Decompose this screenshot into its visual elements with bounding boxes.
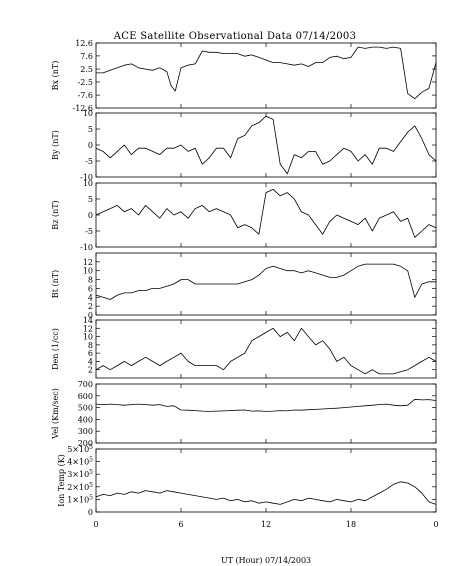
y-tick-label: 4×105 xyxy=(67,457,93,467)
y-tick-label: 0 xyxy=(88,508,93,517)
series-line xyxy=(96,116,436,174)
y-tick-label: 300 xyxy=(78,427,93,436)
series-line xyxy=(96,482,436,505)
y-tick-label: 2.5 xyxy=(80,65,93,74)
y-tick-exponent: 5 xyxy=(89,482,93,489)
series-line xyxy=(96,264,436,299)
y-tick-exponent: 5 xyxy=(89,494,93,501)
y-tick-exponent: 5 xyxy=(89,444,93,451)
series-line xyxy=(96,47,436,99)
y-tick-label: 700 xyxy=(78,380,93,389)
panel-0: 12.67.62.5-2.5-7.6-12.6Bx (nT) xyxy=(51,39,436,113)
series-line xyxy=(96,328,436,374)
panel-stack: 12.67.62.5-2.5-7.6-12.6Bx (nT)1050-5-10B… xyxy=(51,39,439,529)
x-tick-label: 12 xyxy=(261,520,271,529)
y-tick-label: 2 xyxy=(88,366,93,375)
panel-frame xyxy=(96,253,436,315)
y-axis-label: Vel (Km/sec) xyxy=(51,388,60,440)
y-tick-label: 500 xyxy=(78,404,93,413)
y-axis-label: Bt (nT) xyxy=(51,270,60,298)
x-tick-label: 18 xyxy=(346,520,356,529)
y-tick-label: 0 xyxy=(88,211,93,220)
y-tick-label: 2 xyxy=(88,302,93,311)
y-tick-exponent: 5 xyxy=(89,469,93,476)
y-tick-label: 10 xyxy=(83,267,93,276)
panel-frame xyxy=(96,320,436,378)
y-axis-label: By (nT) xyxy=(51,130,60,160)
y-tick-label: 3×105 xyxy=(67,469,93,479)
chart-title: ACE Satellite Observational Data 07/14/2… xyxy=(113,31,357,42)
y-tick-label: -5 xyxy=(85,157,93,166)
y-tick-label: 7.6 xyxy=(80,52,93,61)
y-tick-label: -10 xyxy=(80,243,93,252)
y-tick-label: 1×105 xyxy=(67,494,93,504)
y-tick-label: 5 xyxy=(88,195,93,204)
y-tick-label: 0 xyxy=(88,141,93,150)
y-axis-label: Bx (nT) xyxy=(51,61,60,91)
series-line xyxy=(96,189,436,237)
y-tick-label: -7.6 xyxy=(78,91,93,100)
y-tick-exponent: 5 xyxy=(89,457,93,464)
y-axis-label: Ion Temp (K) xyxy=(57,454,66,507)
y-tick-label: 600 xyxy=(78,392,93,401)
x-axis-label: UT (Hour) 07/14/2003 xyxy=(221,556,311,565)
y-tick-label: 4 xyxy=(88,293,93,302)
y-tick-label: 8 xyxy=(88,276,93,285)
y-tick-label: 10 xyxy=(83,179,93,188)
panel-frame xyxy=(96,43,436,108)
x-tick-label: 0 xyxy=(433,520,438,529)
y-tick-label: 12.6 xyxy=(75,39,93,48)
panel-6: 5×105 4×105 3×105 2×105 1×105 0 Ion Temp (K) xyxy=(57,444,436,517)
panel-frame xyxy=(96,384,436,443)
panel-2: 10 5 0 -5 -10 Bz (nT) xyxy=(51,179,436,252)
y-tick-label: 5 xyxy=(88,125,93,134)
y-tick-label: 10 xyxy=(83,109,93,118)
y-tick-label: -2.5 xyxy=(78,78,93,87)
panel-frame xyxy=(96,449,436,512)
y-tick-label: 2×105 xyxy=(67,482,93,492)
x-tick-label: 6 xyxy=(178,520,183,529)
y-tick-label: 5×105 xyxy=(67,444,93,454)
y-tick-label: -5 xyxy=(85,227,93,236)
y-tick-label: 6 xyxy=(88,284,93,293)
y-tick-label: 12 xyxy=(83,258,93,267)
series-line xyxy=(96,399,436,411)
y-axis-label: Den (1/cc) xyxy=(51,328,60,370)
y-tick-label: 400 xyxy=(78,415,93,424)
panel-frame xyxy=(96,113,436,177)
x-tick-label: 0 xyxy=(93,520,98,529)
y-axis-label: Bz (nT) xyxy=(51,200,60,229)
